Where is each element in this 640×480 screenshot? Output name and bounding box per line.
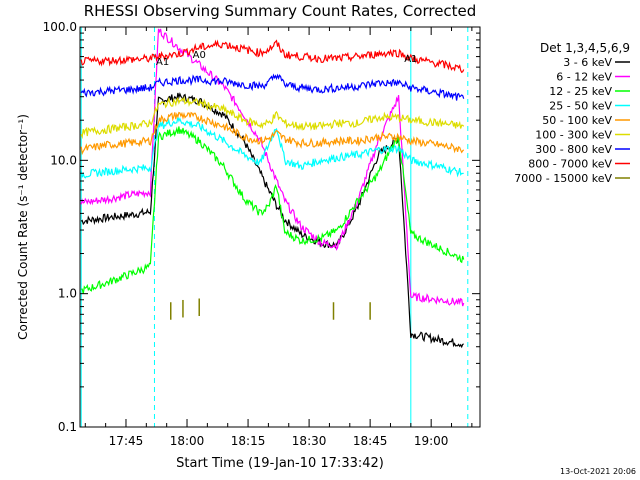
series-line bbox=[80, 117, 464, 179]
attenuator-label: A1 bbox=[156, 57, 169, 68]
x-tick-label: 18:15 bbox=[231, 434, 266, 448]
x-tick-label: 19:00 bbox=[414, 434, 449, 448]
footer-date: 13-Oct-2021 20:06 bbox=[560, 467, 636, 476]
series-line bbox=[80, 96, 465, 140]
vertical-markers bbox=[80, 27, 469, 427]
legend-label: 25 - 50 keV bbox=[549, 100, 612, 113]
legend-label: 6 - 12 keV bbox=[556, 71, 612, 84]
x-axis-label: Start Time (19-Jan-10 17:33:42) bbox=[176, 456, 384, 471]
legend-label: 7000 - 15000 keV bbox=[514, 172, 612, 185]
y-tick-label: 0.1 bbox=[58, 420, 77, 434]
series-line bbox=[80, 92, 464, 349]
x-tick-label: 17:45 bbox=[109, 434, 144, 448]
legend-title: Det 1,3,4,5,6,9 bbox=[540, 41, 630, 55]
legend-label: 12 - 25 keV bbox=[549, 85, 612, 98]
y-tick-label: 100.0 bbox=[43, 20, 77, 34]
attenuator-labels: A1 A0 A1 bbox=[156, 50, 417, 68]
y-axis: 0.1 1.0 10.0 100.0 bbox=[43, 20, 480, 434]
x-tick-label: 18:00 bbox=[170, 434, 205, 448]
x-tick-label: 18:45 bbox=[353, 434, 388, 448]
legend-label: 100 - 300 keV bbox=[535, 129, 612, 142]
legend-label: 800 - 7000 keV bbox=[528, 158, 612, 171]
attenuator-label: A0 bbox=[193, 50, 206, 61]
y-tick-label: 10.0 bbox=[50, 153, 77, 167]
series-line bbox=[80, 111, 465, 156]
series-layer bbox=[80, 28, 465, 349]
series-line bbox=[80, 39, 465, 74]
legend-label: 300 - 800 keV bbox=[535, 143, 612, 156]
x-axis: 17:45 18:00 18:15 18:30 18:45 19:00 bbox=[84, 27, 473, 448]
plot-frame bbox=[79, 26, 481, 428]
chart-title: RHESSI Observing Summary Count Rates, Co… bbox=[84, 2, 477, 20]
y-tick-label: 1.0 bbox=[58, 287, 77, 301]
y-axis-label: Corrected Count Rate (s⁻¹ detector⁻¹) bbox=[16, 114, 30, 340]
legend-label: 3 - 6 keV bbox=[563, 56, 612, 69]
legend-label: 50 - 100 keV bbox=[542, 114, 612, 127]
series-line bbox=[80, 73, 465, 101]
x-tick-label: 18:30 bbox=[292, 434, 327, 448]
attenuator-label: A1 bbox=[404, 54, 417, 65]
